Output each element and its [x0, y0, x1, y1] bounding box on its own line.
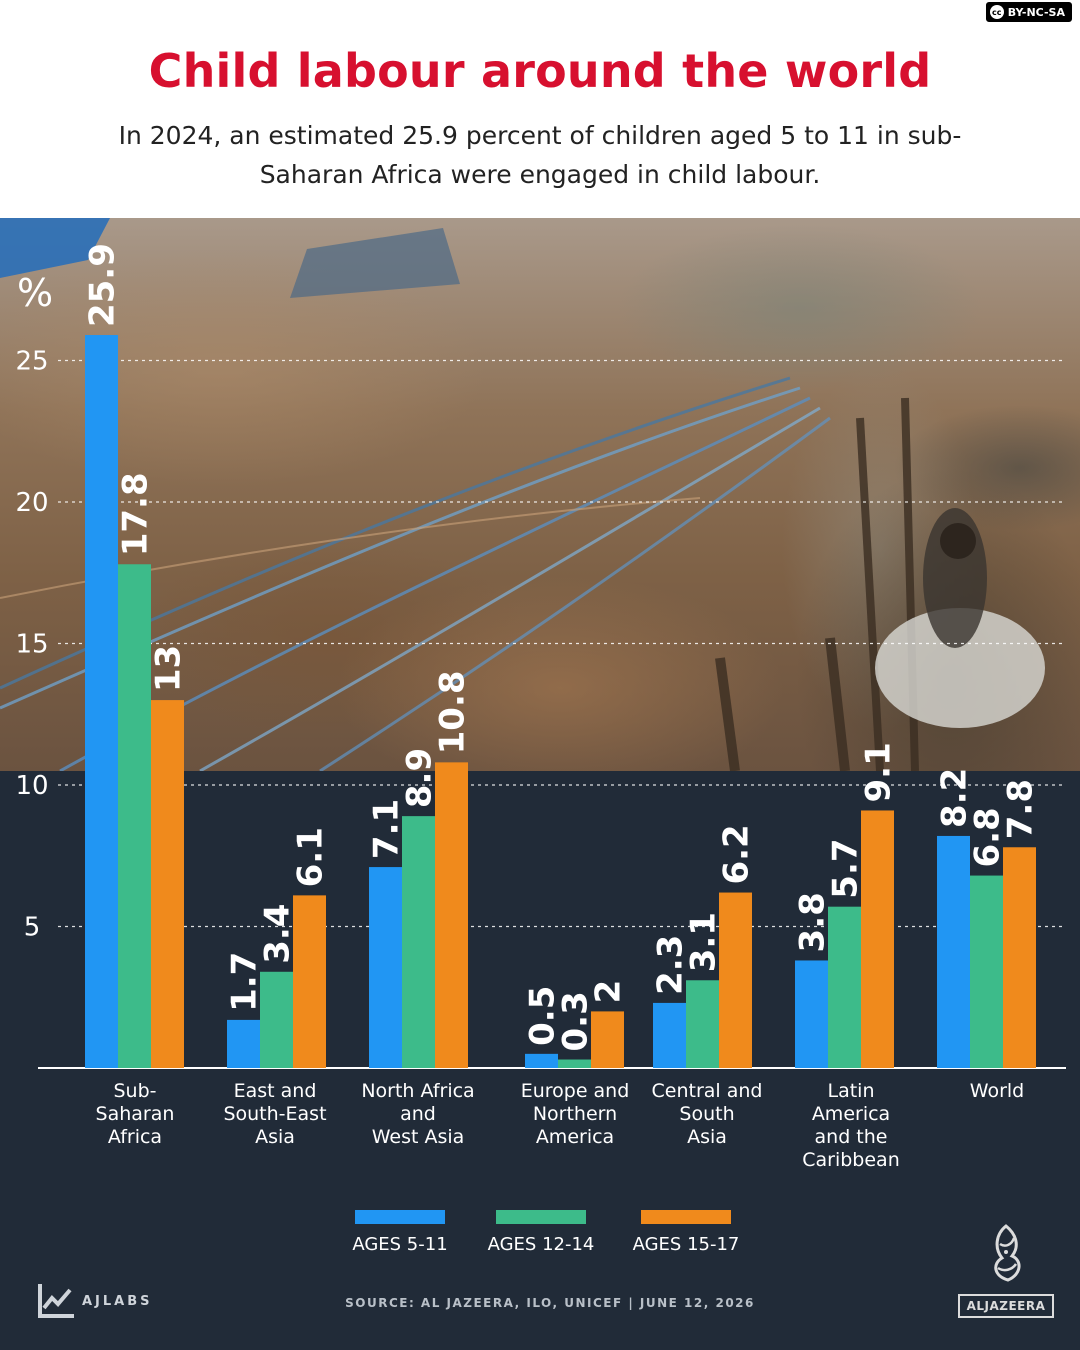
category-label-0: Sub- Saharan Africa	[95, 1080, 175, 1148]
bar-1-1	[260, 971, 293, 1068]
value-label-4-2: 6.2	[717, 824, 757, 884]
bar-5-2	[861, 810, 894, 1068]
ajlabs-chart-icon	[38, 1284, 74, 1318]
category-label-4: Central and South Asia	[651, 1080, 763, 1148]
legend-swatch-ages-12-14	[496, 1210, 586, 1224]
aljazeera-wordmark: ALJAZEERA	[958, 1294, 1054, 1318]
source-line: SOURCE: AL JAZEERA, ILO, UNICEF | JUNE 1…	[345, 1296, 755, 1310]
value-label-0-2: 13	[149, 645, 189, 692]
license-badge: cc BY-NC-SA	[985, 2, 1072, 22]
legend-item-ages-5-11: AGES 5-11	[330, 1210, 470, 1255]
aljazeera-logo: ALJAZEERA	[958, 1222, 1054, 1318]
legend: AGES 5-11 AGES 12-14 AGES 15-17	[0, 1210, 1080, 1260]
bar-1-2	[293, 895, 326, 1068]
legend-item-ages-15-17: AGES 15-17	[616, 1210, 756, 1255]
category-label-5: Latin America and the Caribbean	[802, 1080, 900, 1171]
value-label-3-0: 0.5	[523, 986, 563, 1046]
bar-6-2	[1003, 847, 1036, 1068]
value-label-5-1: 5.7	[826, 838, 866, 898]
bar-6-0	[937, 835, 970, 1068]
legend-label-ages-12-14: AGES 12-14	[487, 1234, 595, 1255]
bar-5-1	[828, 906, 861, 1068]
aljazeera-calligraphy-icon	[994, 1224, 1021, 1282]
chart-title: Child labour around the world	[148, 44, 932, 98]
bar-4-1	[686, 980, 719, 1068]
legend-swatch-ages-15-17	[641, 1210, 731, 1224]
y-unit-label: %	[17, 271, 53, 315]
category-label-2: North Africa and West Asia	[361, 1080, 475, 1148]
value-label-1-2: 6.1	[291, 827, 331, 887]
y-tick-label-5: 5	[24, 913, 41, 943]
bar-3-1	[558, 1059, 591, 1068]
value-label-2-2: 10.8	[433, 670, 473, 754]
value-label-0-0: 25.9	[83, 243, 123, 327]
header: cc BY-NC-SA Child labour around the worl…	[0, 0, 1080, 218]
ajlabs-text: AJLABS	[82, 1293, 153, 1309]
bar-1-0	[227, 1019, 260, 1068]
value-label-1-1: 3.4	[258, 904, 298, 964]
value-label-3-2: 2	[589, 980, 629, 1004]
bar-0-1	[118, 564, 151, 1068]
y-tick-label-25: 25	[15, 347, 48, 377]
category-label-6: World	[969, 1080, 1025, 1102]
legend-item-ages-12-14: AGES 12-14	[471, 1210, 611, 1255]
bar-0-0	[85, 335, 118, 1068]
chart-subtitle: In 2024, an estimated 25.9 percent of ch…	[118, 121, 962, 189]
bar-2-0	[369, 867, 402, 1068]
bar-2-2	[435, 762, 468, 1068]
background-photo	[0, 218, 1080, 771]
y-tick-label-20: 20	[15, 488, 48, 518]
value-label-5-2: 9.1	[859, 742, 899, 802]
bar-3-2	[591, 1011, 624, 1068]
legend-label-ages-5-11: AGES 5-11	[352, 1234, 448, 1255]
license-text: BY-NC-SA	[1007, 5, 1065, 19]
bar-4-0	[653, 1002, 686, 1068]
value-label-3-1: 0.3	[556, 991, 596, 1051]
y-tick-label-15: 15	[15, 630, 48, 660]
category-label-1: East and South-East Asia	[223, 1080, 327, 1148]
value-label-2-1: 8.9	[400, 748, 440, 808]
bar-2-1	[402, 816, 435, 1068]
ajlabs-logo: AJLABS	[36, 1282, 153, 1320]
bar-3-0	[525, 1053, 558, 1068]
value-label-0-1: 17.8	[116, 472, 156, 556]
value-label-6-0: 8.2	[935, 768, 975, 828]
y-tick-label-10: 10	[15, 771, 48, 801]
value-label-1-0: 1.7	[225, 952, 265, 1012]
value-label-6-1: 6.8	[968, 807, 1008, 867]
value-label-4-1: 3.1	[684, 912, 724, 972]
bar-0-2	[151, 700, 184, 1068]
bar-5-0	[795, 960, 828, 1068]
bar-4-2	[719, 892, 752, 1068]
creative-commons-icon: cc	[989, 5, 1004, 19]
value-label-5-0: 3.8	[793, 892, 833, 952]
legend-swatch-ages-5-11	[355, 1210, 445, 1224]
value-label-6-2: 7.8	[1001, 779, 1041, 839]
category-label-3: Europe and Northern America	[520, 1080, 630, 1148]
bar-6-1	[970, 875, 1003, 1068]
value-label-2-0: 7.1	[367, 799, 407, 859]
value-label-4-0: 2.3	[651, 935, 691, 995]
legend-label-ages-15-17: AGES 15-17	[632, 1234, 740, 1255]
